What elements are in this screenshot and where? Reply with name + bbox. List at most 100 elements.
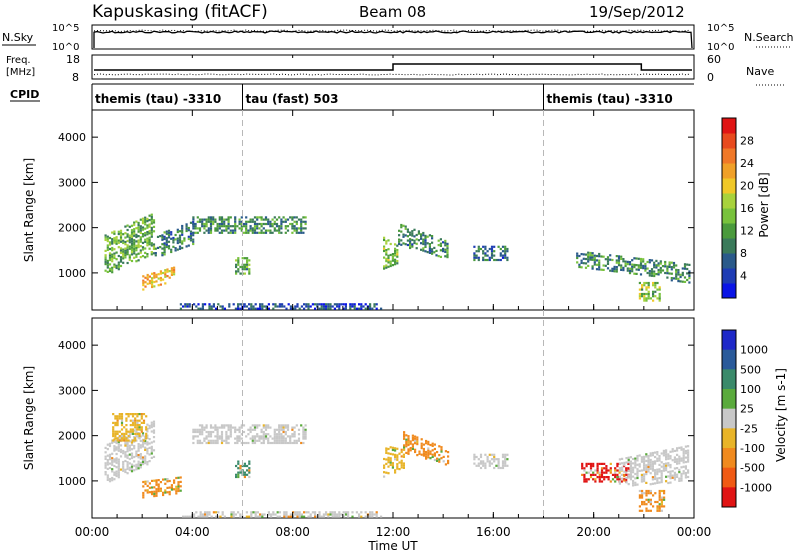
echo-cell bbox=[394, 252, 397, 255]
echo-cell bbox=[289, 435, 292, 438]
echo-cell bbox=[130, 456, 134, 460]
echo-cell bbox=[429, 443, 432, 447]
echo-cell bbox=[413, 228, 416, 231]
echo-cell bbox=[247, 229, 250, 232]
echo-cell bbox=[264, 435, 268, 438]
echo-cell bbox=[134, 424, 137, 427]
echo-cell bbox=[282, 437, 285, 440]
echo-cell bbox=[278, 511, 281, 514]
echo-cell bbox=[488, 462, 491, 465]
echo-cell bbox=[262, 439, 265, 442]
echo-cell bbox=[167, 229, 171, 232]
echo-cell bbox=[656, 509, 659, 512]
date-label: 19/Sep/2012 bbox=[589, 3, 685, 21]
echo-cell bbox=[504, 458, 507, 461]
echo-cell bbox=[108, 455, 112, 459]
echo-cell bbox=[104, 254, 107, 257]
echo-cell bbox=[250, 513, 253, 516]
echo-cell bbox=[170, 269, 173, 272]
echo-cell bbox=[273, 428, 276, 431]
echo-cell bbox=[316, 303, 319, 306]
echo-cell bbox=[587, 258, 590, 261]
echo-cell bbox=[148, 241, 151, 244]
echo-cell bbox=[638, 292, 641, 296]
echo-cell bbox=[589, 251, 592, 255]
echo-cell bbox=[256, 307, 259, 310]
echo-cell bbox=[108, 267, 112, 270]
echo-cell bbox=[669, 450, 672, 453]
echo-cell bbox=[424, 243, 427, 246]
echo-cell bbox=[420, 237, 423, 240]
echo-cell bbox=[473, 458, 476, 461]
echo-cell bbox=[422, 234, 425, 237]
echo-cell bbox=[108, 477, 112, 481]
echo-cell bbox=[208, 305, 211, 308]
echo-cell bbox=[650, 270, 654, 273]
echo-cell bbox=[596, 471, 599, 474]
echo-cell bbox=[142, 491, 145, 495]
echo-cell bbox=[652, 295, 655, 298]
echo-cell bbox=[490, 247, 494, 251]
echo-cell bbox=[591, 254, 594, 257]
echo-cell bbox=[404, 227, 407, 230]
echo-cell bbox=[139, 229, 142, 232]
echo-cell bbox=[205, 225, 208, 228]
echo-cell bbox=[135, 244, 138, 247]
echo-cell bbox=[387, 472, 390, 475]
echo-cell bbox=[270, 513, 273, 516]
echo-cell bbox=[291, 435, 294, 438]
echo-cell bbox=[227, 441, 230, 445]
echo-cell bbox=[300, 220, 303, 223]
echo-cell bbox=[576, 261, 579, 264]
echo-cell bbox=[111, 271, 114, 274]
echo-cell bbox=[227, 435, 230, 438]
echo-cell bbox=[162, 271, 165, 275]
echo-cell bbox=[400, 455, 403, 458]
echo-cell bbox=[656, 451, 659, 454]
echo-cell bbox=[166, 270, 169, 273]
echo-cell bbox=[640, 460, 643, 463]
echo-cell bbox=[248, 475, 251, 479]
echo-cell bbox=[192, 220, 195, 224]
echo-cell bbox=[429, 457, 432, 460]
echo-cell bbox=[234, 437, 237, 440]
echo-cell bbox=[220, 437, 224, 440]
echo-cell bbox=[484, 247, 487, 251]
echo-cell bbox=[209, 430, 213, 434]
echo-cell bbox=[119, 231, 123, 235]
echo-cell bbox=[684, 467, 687, 470]
echo-cell bbox=[188, 305, 191, 308]
echo-cell bbox=[641, 500, 644, 504]
echo-cell bbox=[307, 305, 310, 308]
echo-cell bbox=[117, 263, 120, 266]
echo-cell bbox=[600, 255, 603, 258]
echo-cell bbox=[117, 471, 120, 474]
echo-cell bbox=[418, 450, 421, 453]
echo-cell bbox=[637, 264, 640, 267]
echo-cell bbox=[185, 245, 188, 248]
echo-cell bbox=[179, 303, 182, 306]
echo-cell bbox=[167, 236, 171, 239]
echo-cell bbox=[154, 252, 157, 255]
echo-cell bbox=[688, 281, 691, 284]
echo-cell bbox=[295, 227, 298, 230]
echo-cell bbox=[104, 263, 107, 266]
echo-cell bbox=[275, 433, 279, 436]
echo-cell bbox=[409, 246, 412, 250]
echo-cell bbox=[425, 450, 428, 454]
echo-cell bbox=[473, 455, 476, 459]
echo-cell bbox=[284, 439, 287, 442]
echo-cell bbox=[217, 303, 220, 306]
echo-cell bbox=[178, 245, 182, 248]
echo-cell bbox=[411, 434, 414, 437]
echo-cell bbox=[209, 426, 213, 429]
echo-cell bbox=[649, 452, 652, 455]
echo-cell bbox=[106, 474, 109, 477]
echo-cell bbox=[130, 259, 134, 263]
echo-cell bbox=[175, 485, 178, 488]
echo-cell bbox=[111, 470, 114, 473]
echo-cell bbox=[125, 428, 128, 431]
echo-cell bbox=[115, 470, 118, 473]
echo-cell bbox=[264, 222, 268, 226]
echo-cell bbox=[360, 305, 363, 308]
